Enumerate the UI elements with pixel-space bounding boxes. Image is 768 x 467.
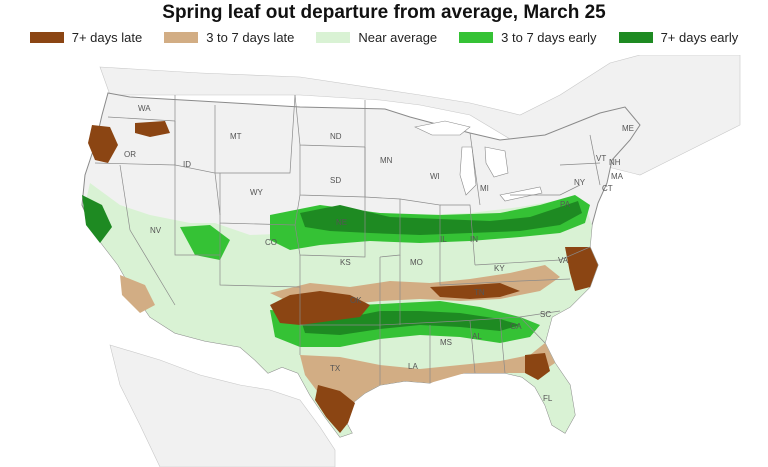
state-label: MA — [611, 172, 624, 181]
state-label: OK — [350, 296, 362, 305]
state-label: CO — [265, 238, 277, 247]
state-label: CT — [602, 184, 613, 193]
legend-label: 3 to 7 days late — [206, 30, 295, 45]
state-label: MT — [230, 132, 242, 141]
state-label: AL — [472, 332, 482, 341]
state-label: MN — [380, 156, 393, 165]
legend-swatch-very-late — [29, 32, 64, 43]
legend-label: 7+ days early — [660, 30, 739, 45]
state-label: MI — [480, 184, 489, 193]
state-labels: WA OR ID MT ND MN WI MI SD WY NV CO NE I… — [124, 104, 634, 403]
state-label: NV — [150, 226, 162, 235]
state-label: GA — [510, 322, 522, 331]
state-label: KY — [494, 264, 505, 273]
state-label: NH — [609, 158, 621, 167]
state-label: VA — [558, 256, 569, 265]
state-label: KS — [340, 258, 351, 267]
lake-erie — [499, 186, 543, 202]
legend-swatch-near-average — [316, 32, 351, 43]
region-very-late-washington — [135, 121, 170, 137]
region-very-late-oregon — [88, 125, 118, 163]
map-title: Spring leaf out departure from average, … — [162, 2, 606, 23]
legend-item-very-early: 7+ days early — [618, 30, 739, 45]
region-very-late-florida — [525, 353, 550, 380]
state-label: OR — [124, 150, 136, 159]
lake-huron — [484, 146, 509, 178]
state-label: MS — [440, 338, 452, 347]
us-map: WA OR ID MT ND MN WI MI SD WY NV CO NE I… — [81, 55, 741, 467]
legend-item-near-average: Near average — [316, 30, 437, 45]
state-label: FL — [543, 394, 553, 403]
state-label: LA — [408, 362, 418, 371]
legend-item-late: 3 to 7 days late — [164, 30, 294, 45]
state-label: ID — [183, 160, 191, 169]
state-label: NE — [336, 218, 347, 227]
legend-label: Near average — [358, 30, 438, 45]
state-label: WA — [138, 104, 151, 113]
region-very-late-texas — [315, 385, 355, 433]
state-label: TN — [474, 288, 485, 297]
state-label: SD — [330, 176, 341, 185]
region-very-late-va — [565, 247, 598, 291]
region-late-gulf — [300, 343, 555, 405]
region-late-pacific — [120, 275, 155, 313]
state-label: IN — [470, 235, 478, 244]
state-label: NY — [574, 178, 586, 187]
state-label: IL — [440, 235, 447, 244]
legend-item-very-late: 7+ days late — [29, 30, 143, 45]
region-very-early-west — [82, 195, 112, 243]
state-label: MO — [410, 258, 423, 267]
state-label: ME — [622, 124, 634, 133]
legend-label: 3 to 7 days early — [501, 30, 597, 45]
legend-item-early: 3 to 7 days early — [459, 30, 597, 45]
state-label: WY — [250, 188, 264, 197]
mexico-land — [109, 344, 336, 467]
state-label: VT — [596, 154, 606, 163]
region-very-early-core — [300, 201, 582, 235]
state-label: PA — [560, 200, 571, 209]
state-label: WI — [430, 172, 440, 181]
lake-superior — [414, 120, 471, 136]
state-label: ND — [330, 132, 342, 141]
state-label: SC — [540, 310, 551, 319]
legend-swatch-early — [459, 32, 494, 43]
state-borders — [94, 94, 601, 385]
region-very-late-ok — [270, 291, 370, 325]
region-very-late-tn — [430, 283, 520, 299]
region-early-west — [180, 225, 230, 260]
lake-michigan — [459, 146, 477, 196]
legend-swatch-very-early — [618, 32, 653, 43]
state-label: TX — [330, 364, 341, 373]
legend-swatch-late — [164, 32, 199, 43]
legend: 7+ days late 3 to 7 days late Near avera… — [0, 30, 768, 45]
legend-label: 7+ days late — [71, 30, 143, 45]
